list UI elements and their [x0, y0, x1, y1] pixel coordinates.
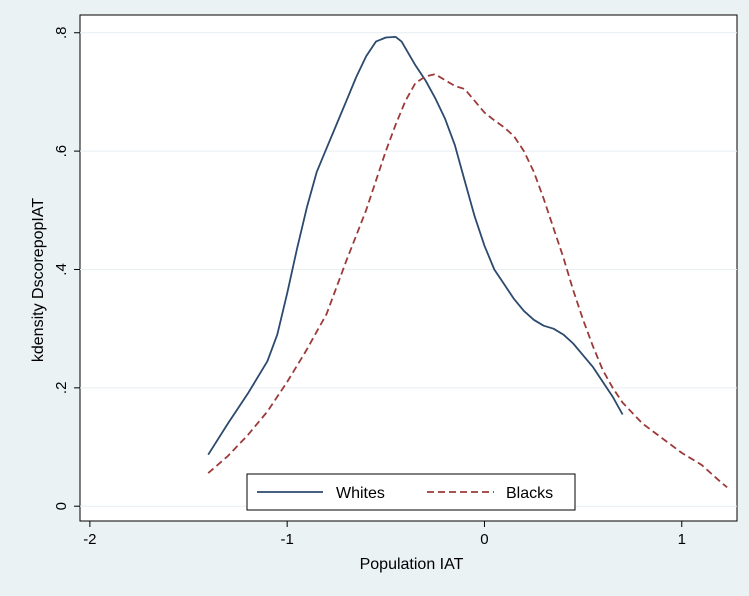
x-tick-label: 1	[678, 531, 686, 548]
x-tick-label: -1	[280, 531, 293, 548]
y-tick-label: .4	[53, 263, 70, 276]
gridlines	[80, 32, 737, 507]
y-tick-label: .6	[53, 145, 70, 158]
legend-label-blacks: Blacks	[506, 485, 553, 502]
x-tick-label: -2	[83, 531, 96, 548]
legend: Whites Blacks	[246, 473, 576, 511]
series-line-blacks	[207, 73, 728, 488]
y-tick-label: .8	[53, 26, 70, 39]
plot-area	[79, 14, 738, 522]
series-lines	[207, 36, 728, 488]
axes: 0 .2 .4 .6 .8 -2 -1 0 1	[53, 26, 686, 548]
y-axis-title: kdensity DscorepopIAT	[30, 198, 47, 362]
series-line-whites	[207, 36, 624, 456]
y-tick-label: 0	[53, 502, 70, 510]
legend-label-whites: Whites	[336, 485, 385, 502]
x-tick-label: 0	[480, 531, 488, 548]
x-axis-title: Population IAT	[360, 556, 464, 573]
y-tick-label: .2	[53, 382, 70, 395]
